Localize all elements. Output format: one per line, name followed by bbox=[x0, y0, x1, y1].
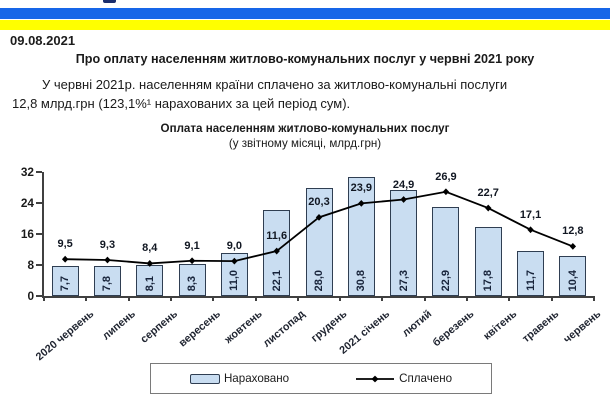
x-axis-label-серпень: серпень bbox=[138, 308, 181, 346]
x-axis-label-липень: липень bbox=[100, 308, 139, 343]
x-axis-label-квітень: квітень bbox=[480, 308, 519, 343]
report-title: Про оплату населенням житлово-комунальни… bbox=[75, 52, 535, 66]
legend-label-narakhovano: Нараховано bbox=[223, 372, 290, 385]
legend-item-narakhovano: Нараховано bbox=[189, 372, 290, 385]
y-tick-mark bbox=[36, 295, 42, 297]
x-axis-label-березень: березень bbox=[430, 308, 477, 350]
paragraph-line-1: У червні 2021р. населенням країни сплаче… bbox=[42, 77, 508, 92]
y-tick-mark bbox=[36, 171, 42, 173]
header-flag-blue-band bbox=[0, 8, 610, 19]
line-marker-icon bbox=[358, 199, 365, 207]
y-tick-label: 8 bbox=[27, 258, 34, 272]
line-marker-icon bbox=[569, 243, 577, 250]
x-axis-label-грудень: грудень bbox=[309, 308, 350, 345]
release-date: 09.08.2021 bbox=[10, 33, 76, 48]
chart-subtitle: (у звітному місяці, млрд.грн) bbox=[228, 137, 382, 150]
y-tick-mark bbox=[36, 264, 42, 266]
x-tick-mark bbox=[339, 296, 342, 301]
y-tick-mark bbox=[36, 233, 42, 235]
y-tick-label: 0 bbox=[27, 289, 34, 303]
chart-legend: Нараховано Сплачено bbox=[150, 363, 492, 394]
x-axis-label-вересень: вересень bbox=[176, 308, 223, 350]
bar-липень: 7,8 bbox=[93, 265, 121, 296]
y-tick-label: 32 bbox=[20, 165, 34, 179]
line-value-label: 9,0 bbox=[226, 240, 243, 253]
line-marker-icon bbox=[61, 255, 69, 263]
cropped-header-artifact bbox=[103, 0, 116, 3]
line-marker-icon bbox=[188, 257, 196, 265]
chart-plot: 7,7 7,8 8,1 8,3 11,0 22,1 28,0 30,8 27,3 22,9 17,8… bbox=[36, 170, 595, 301]
line-value-label: 22,7 bbox=[477, 187, 499, 200]
legend-item-splacheno: Сплачено bbox=[355, 372, 452, 385]
bar-вересень: 8,3 bbox=[178, 263, 206, 296]
bar-квітень: 17,8 bbox=[474, 227, 502, 296]
y-tick-mark bbox=[36, 202, 42, 204]
line-swatch-icon bbox=[356, 375, 395, 382]
legend-label-splacheno: Сплачено bbox=[399, 372, 453, 385]
bar-лютий: 27,3 bbox=[390, 190, 418, 296]
x-axis-label-травень: травень bbox=[520, 308, 562, 346]
paragraph-line-2: 12,8 млрд.грн (123,1%¹ нарахованих за це… bbox=[12, 96, 351, 111]
line-value-label: 24,9 bbox=[392, 178, 415, 191]
x-tick-mark bbox=[85, 296, 88, 301]
y-tick-label: 16 bbox=[20, 227, 34, 241]
chart: 7,7 7,8 8,1 8,3 11,0 22,1 28,0 30,8 27,3 22,9 17,8… bbox=[8, 158, 604, 363]
line-value-label: 8,4 bbox=[142, 242, 158, 255]
x-axis-label-2020 червень: 2020 червень bbox=[33, 308, 96, 364]
line-marker-icon bbox=[146, 260, 153, 267]
x-tick-mark bbox=[212, 296, 215, 301]
paid-line-series bbox=[61, 188, 577, 267]
line-marker-icon bbox=[442, 188, 450, 196]
line-value-label: 9,1 bbox=[184, 239, 200, 252]
line-value-label: 26,9 bbox=[435, 170, 457, 183]
line-marker-icon bbox=[104, 256, 111, 264]
x-tick-mark bbox=[381, 296, 384, 301]
line-marker-icon bbox=[400, 196, 407, 203]
x-tick-mark bbox=[508, 296, 511, 301]
x-axis-label-лютий: лютий bbox=[400, 308, 435, 340]
y-tick-label: 24 bbox=[20, 196, 34, 210]
bar-swatch-icon bbox=[189, 373, 220, 384]
x-tick-mark bbox=[127, 296, 130, 301]
bar-червень: 10,4 bbox=[559, 255, 587, 296]
x-tick-mark bbox=[550, 296, 553, 301]
bar-травень: 11,7 bbox=[517, 250, 545, 296]
line-value-label: 20,3 bbox=[308, 196, 330, 209]
x-axis-label-жовтень: жовтень bbox=[222, 308, 266, 347]
x-axis-label-червень: червень bbox=[561, 308, 604, 346]
line-value-label: 12,8 bbox=[562, 225, 584, 238]
report-paragraph: У червні 2021р. населенням країни сплаче… bbox=[12, 75, 596, 113]
line-marker-icon bbox=[485, 204, 492, 212]
x-tick-mark bbox=[169, 296, 172, 301]
x-tick-mark bbox=[593, 296, 595, 301]
line-value-label: 9,3 bbox=[99, 238, 116, 251]
header-flag-yellow-band bbox=[0, 19, 610, 30]
bar-грудень: 28,0 bbox=[305, 187, 333, 296]
line-value-label: 17,1 bbox=[519, 208, 542, 221]
line-value-label: 11,6 bbox=[266, 230, 288, 243]
bar-серпень: 8,1 bbox=[136, 264, 164, 296]
line-value-label: 23,9 bbox=[350, 182, 372, 195]
bar-2021 січень: 30,8 bbox=[347, 176, 375, 296]
chart-title: Оплата населенням житлово-комунальних по… bbox=[160, 122, 450, 135]
line-marker-icon bbox=[527, 226, 534, 234]
line-marker-icon bbox=[231, 257, 238, 265]
line-marker-icon bbox=[273, 247, 280, 255]
x-tick-mark bbox=[296, 296, 299, 301]
x-tick-mark bbox=[423, 296, 426, 301]
bar-березень: 22,9 bbox=[432, 207, 460, 296]
bar-2020 червень: 7,7 bbox=[51, 266, 79, 296]
x-axis-label-листопад: листопад bbox=[260, 308, 308, 350]
x-tick-mark bbox=[466, 296, 469, 301]
x-tick-mark bbox=[43, 296, 45, 301]
line-value-label: 9,5 bbox=[57, 238, 73, 251]
x-tick-mark bbox=[254, 296, 257, 301]
